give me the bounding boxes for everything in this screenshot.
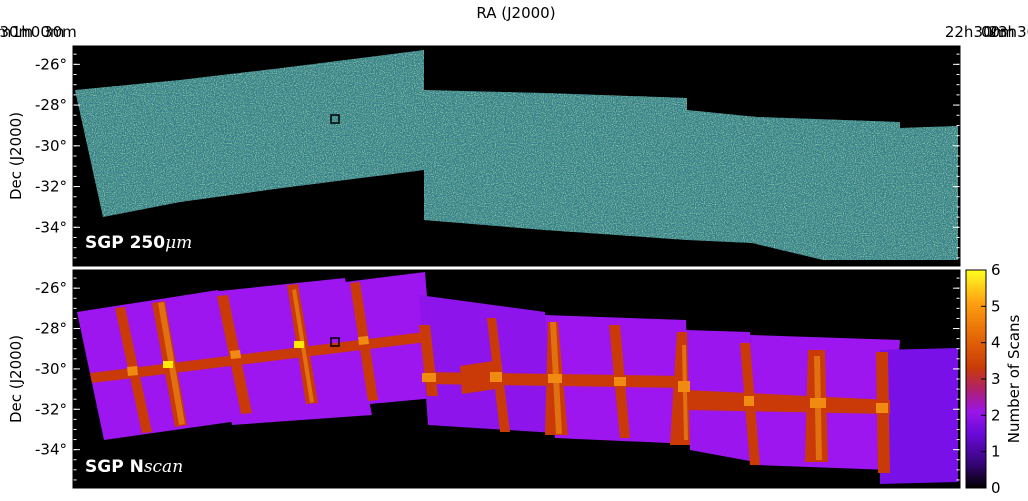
ra-tick-label: 30m [43,23,77,41]
ra-axis-label: RA (J2000) [476,4,555,22]
colorbar-tick-label: 3 [991,370,1001,388]
top-panel-ticks [15,46,1021,266]
dec-tick-label: -34° [35,218,67,236]
y-axis-label-top: Dec (J2000) [7,112,25,200]
ra-tick-label: 22h30m [945,23,1007,41]
ra-tick-label: 00m [981,23,1015,41]
top-panel: SGP 250μm [15,45,1021,267]
dec-tick-label: -32° [35,178,67,196]
dec-tick-label: -26° [35,279,67,297]
ra-tick-label: 00m [0,23,11,41]
colorbar-tick-label: 6 [991,261,1001,279]
dec-tick-labels-bottom: -26° -28° -30° -32° -34° [35,279,67,458]
top-panel-frame [72,45,961,267]
bottom-panel-label: SGP Nscan [85,457,183,477]
dec-tick-label: -26° [35,55,67,73]
scan-coverage-map [77,272,958,484]
ra-tick-label: 1h00m [12,23,65,41]
dec-tick-label: -34° [35,441,67,459]
colorbar-ticks: 0 1 2 3 4 5 6 [981,261,1001,497]
colorbar-tick-label: 5 [991,297,1001,315]
bottom-panel-frame [72,269,961,489]
dec-tick-label: -28° [35,320,67,338]
top-marked-region [330,114,340,124]
bottom-panel-ticks [15,270,1021,488]
ra-tick-label: 23h30m [988,23,1028,41]
bottom-marked-region [330,337,340,347]
y-axis-label-bottom: Dec (J2000) [7,335,25,423]
ra-tick-label: 30m [0,23,33,41]
colorbar-tick-label: 2 [991,406,1001,424]
dec-tick-label: -32° [35,400,67,418]
dec-tick-label: -28° [35,96,67,114]
colorbar-tick-label: 0 [991,479,1001,497]
dec-tick-label: -30° [35,360,67,378]
colorbar-tick-label: 1 [991,443,1001,461]
dec-tick-label: -30° [35,137,67,155]
ra-tick-labels: 30m1h00m30m00m23h30m00m22h30m [0,23,1028,41]
colorbar: 0 1 2 3 4 5 6 Number of Scans [965,261,1023,497]
bottom-panel: SGP Nscan [15,269,1021,489]
dec-tick-labels-top: -26° -28° -30° -32° -34° [35,55,67,236]
top-panel-label: SGP 250μm [85,233,192,253]
colorbar-tick-label: 4 [991,334,1001,352]
colorbar-label: Number of Scans [1005,315,1023,444]
